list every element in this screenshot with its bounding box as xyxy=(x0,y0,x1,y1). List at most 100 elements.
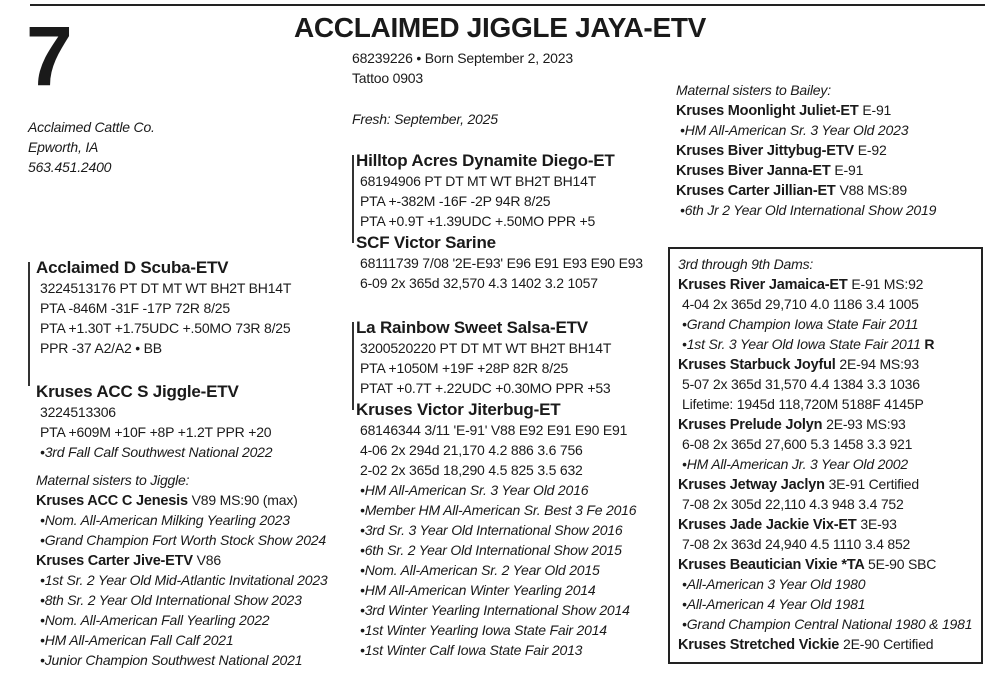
animal-name: Kruses Carter Jillian-ET V88 MS:89 xyxy=(676,180,936,200)
ancestry-box xyxy=(668,247,983,664)
line-text: Kruses Carter Jillian-ET xyxy=(676,183,836,199)
animal-name: Kruses River Jamaica-ET E-91 MS:92 xyxy=(678,274,972,294)
classification-score: 2E-94 MS:93 xyxy=(839,356,919,372)
line-text: Kruses Jade Jackie Vix-ET xyxy=(678,517,857,533)
line-text: Kruses Biver Jittybug-ETV xyxy=(676,143,854,159)
line-text: 4-04 2x 365d 29,710 4.0 1186 3.4 1005 xyxy=(682,296,919,312)
line-text: •HM All-American Sr. 3 Year Old 2016 xyxy=(360,482,589,498)
stat-line: 7-08 2x 363d 24,940 4.5 1110 3.4 852 xyxy=(678,534,972,554)
award-line: •HM All-American Sr. 3 Year Old 2023 xyxy=(676,120,936,140)
sire-sire-block: Hilltop Acres Dynamite Diego-ET 68194906 … xyxy=(356,150,615,231)
stat-line: PTA +1.30T +1.75UDC +.50MO 73R 8/25 xyxy=(36,318,291,338)
line-text: Hilltop Acres Dynamite Diego-ET xyxy=(356,151,615,170)
award-line: •Grand Champion Iowa State Fair 2011 xyxy=(678,314,972,334)
stat-line: 68194906 PT DT MT WT BH2T BH14T xyxy=(356,171,615,191)
line-text: Kruses Biver Janna-ET xyxy=(676,163,831,179)
animal-name: Kruses Victor Jiterbug-ET xyxy=(356,399,636,420)
animal-name: Kruses Moonlight Juliet-ET E-91 xyxy=(676,100,936,120)
sire-block: Acclaimed D Scuba-ETV 3224513176 PT DT MT… xyxy=(36,257,291,358)
line-text: PTA +-382M -16F -2P 94R 8/25 xyxy=(360,193,551,209)
line-text: 5-07 2x 365d 31,570 4.4 1384 3.3 1036 xyxy=(682,376,920,392)
line-text: SCF Victor Sarine xyxy=(356,233,496,252)
classification-score: E-91 xyxy=(862,102,892,118)
line-text: •6th Jr 2 Year Old International Show 20… xyxy=(680,202,937,218)
consignor: Acclaimed Cattle Co. Epworth, IA 563.451… xyxy=(28,117,155,177)
stat-line: 7-08 2x 305d 22,110 4.3 948 3.4 752 xyxy=(678,494,972,514)
line-text: 3224513176 PT DT MT WT BH2T BH14T xyxy=(40,280,292,296)
line-text: Kruses Carter Jive-ETV xyxy=(36,553,193,569)
award-line: •Nom. All-American Fall Yearling 2022 xyxy=(36,610,328,630)
animal-name: SCF Victor Sarine xyxy=(356,232,643,253)
line-text: •3rd Fall Calf Southwest National 2022 xyxy=(40,444,273,460)
line-text: •3rd Sr. 3 Year Old International Show 2… xyxy=(360,522,623,538)
classification-score: 3E-91 Certified xyxy=(828,476,920,492)
award-line: •HM All-American Sr. 3 Year Old 2016 xyxy=(356,480,636,500)
dam-sisters-block: Maternal sisters to Jiggle: Kruses ACC C … xyxy=(36,470,328,670)
line-text: •HM All-American Winter Yearling 2014 xyxy=(360,582,596,598)
stat-line: 4-06 2x 294d 21,170 4.2 886 3.6 756 xyxy=(356,440,636,460)
award-line: •HM All-American Fall Calf 2021 xyxy=(36,630,328,650)
line-text: •Junior Champion Southwest National 2021 xyxy=(40,652,303,668)
line-text: •HM All-American Jr. 3 Year Old 2002 xyxy=(682,456,908,472)
classification-score: V89 MS:90 (max) xyxy=(191,492,298,508)
stat-line: Lifetime: 1945d 118,720M 5188F 4145P xyxy=(678,394,972,414)
stat-line: 68111739 7/08 '2E-E93' E96 E91 E93 E90 E… xyxy=(356,253,643,273)
award-line: •All-American 3 Year Old 1980 xyxy=(678,574,972,594)
third-ninth-dams-block: 3rd through 9th Dams: Kruses River Jamaic… xyxy=(678,254,972,654)
classification-score: 3E-93 xyxy=(860,516,897,532)
line-text: •8th Sr. 2 Year Old International Show 2… xyxy=(40,592,302,608)
classification-score: V86 xyxy=(196,552,222,568)
animal-name: Kruses Beautician Vixie *TA 5E-90 SBC xyxy=(678,554,972,574)
line-text: •1st Winter Yearling Iowa State Fair 201… xyxy=(360,622,607,638)
line-text: •All-American 4 Year Old 1981 xyxy=(682,596,866,612)
tattoo: Tattoo 0903 xyxy=(352,70,423,86)
line-text: Kruses ACC C Jenesis xyxy=(36,493,188,509)
line-text: Maternal sisters to Bailey: xyxy=(676,82,831,98)
line-text: PPR -37 A2/A2 • BB xyxy=(40,340,162,356)
line-text: •1st Sr. 2 Year Old Mid-Atlantic Invitat… xyxy=(40,572,328,588)
bailey-sisters-block: Maternal sisters to Bailey: Kruses Moonli… xyxy=(676,80,936,220)
award-line: •1st Sr. 2 Year Old Mid-Atlantic Invitat… xyxy=(36,570,328,590)
fresh-date: Fresh: September, 2025 xyxy=(352,111,498,127)
line-text: •Nom. All-American Milking Yearling 2023 xyxy=(40,512,290,528)
line-text: PTA +609M +10F +8P +1.2T PPR +20 xyxy=(40,424,272,440)
animal-name: Kruses Biver Jittybug-ETV E-92 xyxy=(676,140,936,160)
award-line: •6th Jr 2 Year Old International Show 20… xyxy=(676,200,936,220)
stat-line: 5-07 2x 365d 31,570 4.4 1384 3.3 1036 xyxy=(678,374,972,394)
line-text: •6th Sr. 2 Year Old International Show 2… xyxy=(360,542,622,558)
line-text: 68111739 7/08 '2E-E93' E96 E91 E93 E90 E… xyxy=(360,255,643,271)
stat-line: 4-04 2x 365d 29,710 4.0 1186 3.4 1005 xyxy=(678,294,972,314)
reserve-marker: R xyxy=(924,336,935,352)
section-heading: 3rd through 9th Dams: xyxy=(678,254,972,274)
line-text: •Nom. All-American Sr. 2 Year Old 2015 xyxy=(360,562,600,578)
section-heading: Maternal sisters to Bailey: xyxy=(676,80,936,100)
award-line: •Junior Champion Southwest National 2021 xyxy=(36,650,328,670)
classification-score: E-91 MS:92 xyxy=(851,276,924,292)
stat-line: 6-08 2x 365d 27,600 5.3 1458 3.3 921 xyxy=(678,434,972,454)
award-line: •1st Winter Calf Iowa State Fair 2013 xyxy=(356,640,636,660)
classification-score: 5E-90 SBC xyxy=(867,556,937,572)
line-text: •HM All-American Fall Calf 2021 xyxy=(40,632,234,648)
animal-name: Kruses ACC C Jenesis V89 MS:90 (max) xyxy=(36,490,328,510)
animal-title: ACCLAIMED JIGGLE JAYA-ETV xyxy=(293,12,707,43)
award-line: •3rd Winter Yearling International Show … xyxy=(356,600,636,620)
classification-score: 2E-93 MS:93 xyxy=(826,416,906,432)
line-text: 7-08 2x 305d 22,110 4.3 948 3.4 752 xyxy=(682,496,904,512)
stat-line: 3224513306 xyxy=(36,402,272,422)
award-line: •6th Sr. 2 Year Old International Show 2… xyxy=(356,540,636,560)
line-text: •1st Sr. 3 Year Old Iowa State Fair 2011 xyxy=(682,336,921,352)
classification-score: E-92 xyxy=(857,142,887,158)
line-text: 4-06 2x 294d 21,170 4.2 886 3.6 756 xyxy=(360,442,583,458)
stat-line: 3224513176 PT DT MT WT BH2T BH14T xyxy=(36,278,291,298)
line-text: •Nom. All-American Fall Yearling 2022 xyxy=(40,612,270,628)
fresh-info: Fresh: September, 2025 xyxy=(352,109,498,129)
line-text: PTA -846M -31F -17P 72R 8/25 xyxy=(40,300,230,316)
award-line: •8th Sr. 2 Year Old International Show 2… xyxy=(36,590,328,610)
line-text: •All-American 3 Year Old 1980 xyxy=(682,576,866,592)
animal-name: Kruses ACC S Jiggle-ETV xyxy=(36,381,272,402)
consignor-phone: 563.451.2400 xyxy=(28,159,112,175)
animal-name: La Rainbow Sweet Salsa-ETV xyxy=(356,317,611,338)
award-line: •3rd Fall Calf Southwest National 2022 xyxy=(36,442,273,462)
animal-name: Kruses Biver Janna-ET E-91 xyxy=(676,160,936,180)
